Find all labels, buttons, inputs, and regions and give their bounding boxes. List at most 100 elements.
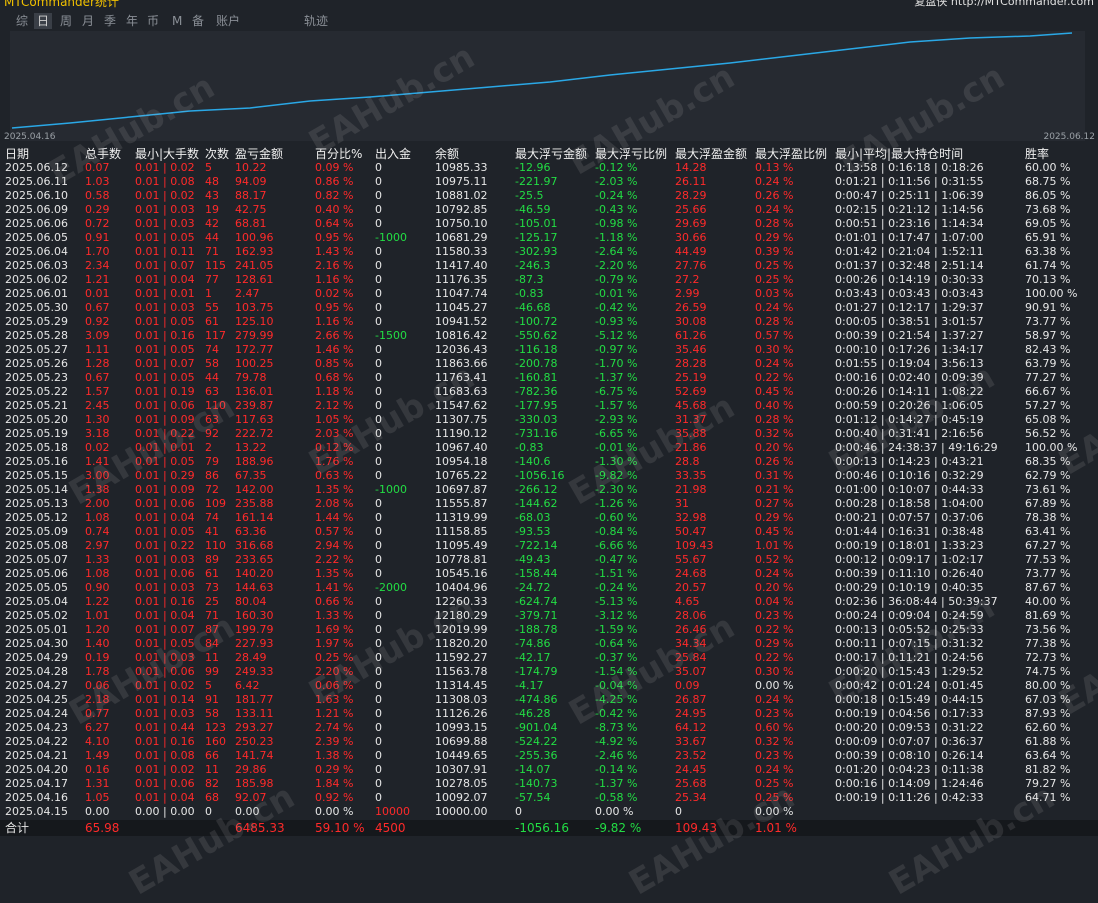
cell: 0: [375, 217, 382, 230]
cell: 109: [205, 497, 226, 510]
tab[interactable]: 月: [82, 14, 95, 28]
tab[interactable]: 币: [147, 14, 160, 28]
cell: 79: [205, 455, 219, 468]
cell: 0: [375, 441, 382, 454]
cell: 0.01 | 0.02: [135, 161, 195, 174]
tab[interactable]: 账户: [216, 14, 241, 28]
cell: 0.01 | 0.03: [135, 553, 195, 566]
cell: 0.68 %: [315, 371, 354, 384]
cell: 11190.12: [435, 427, 488, 440]
cell: 58: [205, 707, 219, 720]
cell: 1.01: [85, 609, 110, 622]
cell: 82: [205, 777, 219, 790]
cell: 0:00:46 | 24:38:37 | 49:16:29: [835, 441, 998, 454]
cell: 0.00 %: [315, 805, 354, 818]
cell: 0.28 %: [755, 315, 794, 328]
column-header: 次数: [205, 147, 230, 161]
cell: -68.03: [515, 511, 551, 524]
cell: 10278.05: [435, 777, 488, 790]
cell: 0.01 | 0.05: [135, 231, 195, 244]
cell: 10.22: [235, 161, 267, 174]
cell: 160: [205, 735, 226, 748]
cell: 19: [205, 203, 219, 216]
cell: 41: [205, 525, 219, 538]
cell: 66: [205, 749, 219, 762]
cell: 0:00:24 | 0:09:04 | 0:24:59: [835, 609, 984, 622]
chart-start-date: 2025.04.16: [4, 132, 56, 142]
cell: -57.54: [515, 791, 551, 804]
tab[interactable]: 周: [60, 14, 73, 28]
cell: 0.92: [85, 315, 110, 328]
cell: 0.29: [85, 203, 110, 216]
row-date: 2025.06.10: [5, 189, 68, 202]
tab[interactable]: 日: [34, 13, 53, 29]
cell: -731.16: [515, 427, 558, 440]
tab[interactable]: 轨迹: [304, 14, 329, 28]
tab[interactable]: 季: [104, 14, 117, 28]
tab[interactable]: M: [172, 14, 183, 28]
cell: 79.78: [235, 371, 267, 384]
row-date: 2025.04.24: [5, 707, 68, 720]
cell: 0: [375, 609, 382, 622]
cell: 11047.74: [435, 287, 488, 300]
cell: 11095.49: [435, 539, 488, 552]
cell: 26.11: [675, 175, 707, 188]
cell: 25: [205, 595, 219, 608]
cell: 12180.29: [435, 609, 488, 622]
row-date: 2025.04.28: [5, 665, 68, 678]
cell: 1.57: [85, 385, 110, 398]
cell: 0.01 | 0.05: [135, 455, 195, 468]
cell: 241.05: [235, 259, 274, 272]
cell: 0.23 %: [755, 749, 794, 762]
tab[interactable]: 综: [16, 14, 29, 28]
cell: 0:01:55 | 0:19:04 | 3:56:13: [835, 357, 984, 370]
cell: 91: [205, 693, 219, 706]
cell: 44.49: [675, 245, 707, 258]
cell: 29.86: [235, 763, 267, 776]
cell: 27.2: [675, 273, 700, 286]
cell: -174.79: [515, 665, 558, 678]
cell: 0.22 %: [755, 371, 794, 384]
cell: 0: [375, 203, 382, 216]
cell: 0: [375, 343, 382, 356]
cell: 279.99: [235, 329, 274, 342]
cell: 0: [375, 371, 382, 384]
cell: 239.87: [235, 399, 274, 412]
cell: 31.37: [675, 413, 707, 426]
cell: 1.05 %: [315, 413, 354, 426]
row-date: 2025.06.12: [5, 161, 68, 174]
cell: -4.25 %: [595, 693, 638, 706]
cell: 10404.96: [435, 581, 488, 594]
cell: 0: [375, 791, 382, 804]
total-cell: -9.82 %: [595, 821, 642, 835]
cell: 100.96: [235, 231, 274, 244]
cell: 0: [375, 693, 382, 706]
cell: 1.46 %: [315, 343, 354, 356]
cell: -0.24 %: [595, 581, 638, 594]
cell: 1.38 %: [315, 749, 354, 762]
cell: 0:00:09 | 0:07:07 | 0:36:37: [835, 735, 984, 748]
cell: 77.27 %: [1025, 371, 1071, 384]
cell: 0:13:58 | 0:16:18 | 0:18:26: [835, 161, 984, 174]
cell: -524.22: [515, 735, 558, 748]
cell: 0.00 %: [755, 805, 794, 818]
cell: 100.00 %: [1025, 441, 1078, 454]
cell: 0.01 | 0.05: [135, 343, 195, 356]
cell: 0.01 | 0.06: [135, 665, 195, 678]
column-header: 最大浮亏金额: [515, 147, 588, 161]
cell: 25.34: [675, 791, 707, 804]
cell: 67.03 %: [1025, 693, 1071, 706]
cell: -0.43 %: [595, 203, 638, 216]
cell: 1.01 %: [755, 539, 794, 552]
cell: 2.94 %: [315, 539, 354, 552]
cell: 0.40 %: [755, 399, 794, 412]
tab[interactable]: 年: [126, 14, 139, 28]
cell: 1.84 %: [315, 777, 354, 790]
cell: -0.84 %: [595, 525, 638, 538]
cell: -125.17: [515, 231, 558, 244]
cell: 0:00:05 | 0:38:51 | 3:01:57: [835, 315, 984, 328]
cell: 2.97: [85, 539, 110, 552]
cell: 0.39 %: [755, 245, 794, 258]
tab[interactable]: 备: [192, 14, 205, 28]
cell: -140.6: [515, 455, 551, 468]
